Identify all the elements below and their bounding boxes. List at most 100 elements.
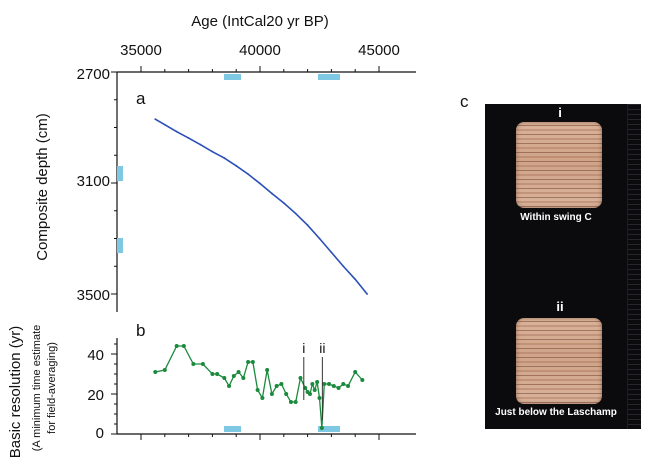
resolution-point-18 <box>269 392 274 396</box>
resolution-point-30 <box>315 380 320 384</box>
depth-age-point-7 <box>235 164 238 167</box>
core-sample-ii <box>516 318 602 404</box>
y-tick-label-3100: 3100 <box>77 173 110 190</box>
annotation-label-i: i <box>302 340 305 356</box>
y-tick-label-0: 0 <box>96 425 104 442</box>
depth-age-series-line <box>154 118 368 295</box>
resolution-point-31 <box>317 396 322 400</box>
y-axis-subtitle-b-line1: (A minimum time estimate <box>31 325 43 452</box>
resolution-point-32 <box>319 426 324 430</box>
resolution-point-17 <box>265 368 270 372</box>
resolution-point-7 <box>215 372 220 376</box>
resolution-point-36 <box>336 386 341 390</box>
depth-age-point-18 <box>366 293 368 295</box>
depth-age-point-1 <box>163 123 166 126</box>
resolution-point-33 <box>322 382 327 386</box>
resolution-point-11 <box>236 370 241 374</box>
panel-label-b: b <box>136 321 145 340</box>
resolution-point-35 <box>331 384 336 388</box>
x-tick-label-45000: 45000 <box>358 42 400 59</box>
resolution-point-10 <box>231 374 236 378</box>
depth-age-point-2 <box>175 130 178 133</box>
resolution-point-37 <box>341 382 346 386</box>
resolution-point-8 <box>222 376 227 380</box>
resolution-point-9 <box>227 384 232 388</box>
depth-age-point-10 <box>271 192 273 195</box>
resolution-point-12 <box>241 376 246 380</box>
depth-age-point-17 <box>354 278 357 281</box>
resolution-point-24 <box>298 376 303 380</box>
photo-label-i: i <box>558 105 562 120</box>
resolution-point-6 <box>210 372 215 376</box>
depth-age-point-5 <box>211 150 214 153</box>
panel-label-c: c <box>460 92 469 111</box>
depth-age-point-12 <box>294 212 297 215</box>
depth-age-point-8 <box>247 173 250 176</box>
resolution-points <box>153 344 365 430</box>
x-axis-title: Age (IntCal20 yr BP) <box>191 13 329 30</box>
resolution-point-0 <box>153 370 158 374</box>
depth-age-point-11 <box>282 202 285 204</box>
resolution-point-13 <box>246 360 251 364</box>
x-tick-label-40000: 40000 <box>239 42 281 59</box>
photo-caption-i: Within swing C <box>520 212 592 223</box>
y-tick-label-3500: 3500 <box>77 287 110 304</box>
marker-a-top-1 <box>224 74 241 80</box>
y-tick-label-2700: 2700 <box>77 66 110 83</box>
panel-label-a: a <box>136 89 146 108</box>
resolution-point-2 <box>174 344 179 348</box>
resolution-point-14 <box>250 360 255 364</box>
marker-a-left-2 <box>117 238 123 253</box>
resolution-point-22 <box>288 400 293 404</box>
marker-b-bottom-1 <box>224 426 241 432</box>
resolution-point-20 <box>279 382 284 386</box>
resolution-point-3 <box>181 344 186 348</box>
resolution-point-29 <box>312 388 317 392</box>
y-axis-title-a: Composite depth (cm) <box>34 113 51 261</box>
y-axis-title-b: Basic resolution (yr) <box>7 326 24 459</box>
resolution-point-15 <box>255 388 260 392</box>
resolution-point-27 <box>307 392 312 396</box>
depth-age-point-6 <box>223 157 226 159</box>
resolution-point-4 <box>191 362 196 366</box>
resolution-point-1 <box>162 368 167 372</box>
depth-age-point-15 <box>330 251 333 254</box>
photo-label-ii: ii <box>556 299 564 314</box>
resolution-point-16 <box>260 396 265 400</box>
resolution-point-39 <box>353 370 358 374</box>
ruler-edge <box>627 104 628 429</box>
photo-caption-ii: Just below the Laschamp <box>495 407 617 418</box>
resolution-point-5 <box>200 362 205 366</box>
resolution-series-line <box>155 345 363 429</box>
resolution-point-34 <box>327 382 332 386</box>
core-sample-i <box>516 122 602 208</box>
y-tick-label-20: 20 <box>87 387 104 404</box>
depth-age-point-13 <box>306 224 309 227</box>
marker-b-bottom-2 <box>318 426 340 432</box>
depth-age-point-3 <box>187 137 190 139</box>
depth-age-point-14 <box>318 237 321 240</box>
y-axis-subtitle-b-line2: for field-averaging) <box>46 342 58 434</box>
depth-age-point-0 <box>154 118 157 121</box>
resolution-point-38 <box>346 384 351 388</box>
resolution-point-23 <box>293 400 298 404</box>
core-photo-panel: i Within swing C ii Just below the Lasch… <box>485 104 641 429</box>
panel-b-axes <box>111 338 416 440</box>
annotation-label-ii: ii <box>319 340 325 356</box>
resolution-point-28 <box>310 382 315 386</box>
resolution-point-21 <box>284 392 289 396</box>
depth-age-point-16 <box>342 265 345 268</box>
y-tick-label-40: 40 <box>87 347 104 364</box>
scale-ruler <box>627 104 641 429</box>
x-tick-label-35000: 35000 <box>120 42 162 59</box>
depth-age-points <box>154 118 368 295</box>
depth-age-point-9 <box>259 182 261 185</box>
marker-a-top-2 <box>318 74 340 80</box>
panel-a-axes <box>111 66 416 312</box>
resolution-point-40 <box>360 378 365 382</box>
annotations <box>303 357 323 420</box>
resolution-point-19 <box>274 384 279 388</box>
marker-a-left-1 <box>117 166 123 181</box>
depth-age-point-4 <box>199 143 202 146</box>
